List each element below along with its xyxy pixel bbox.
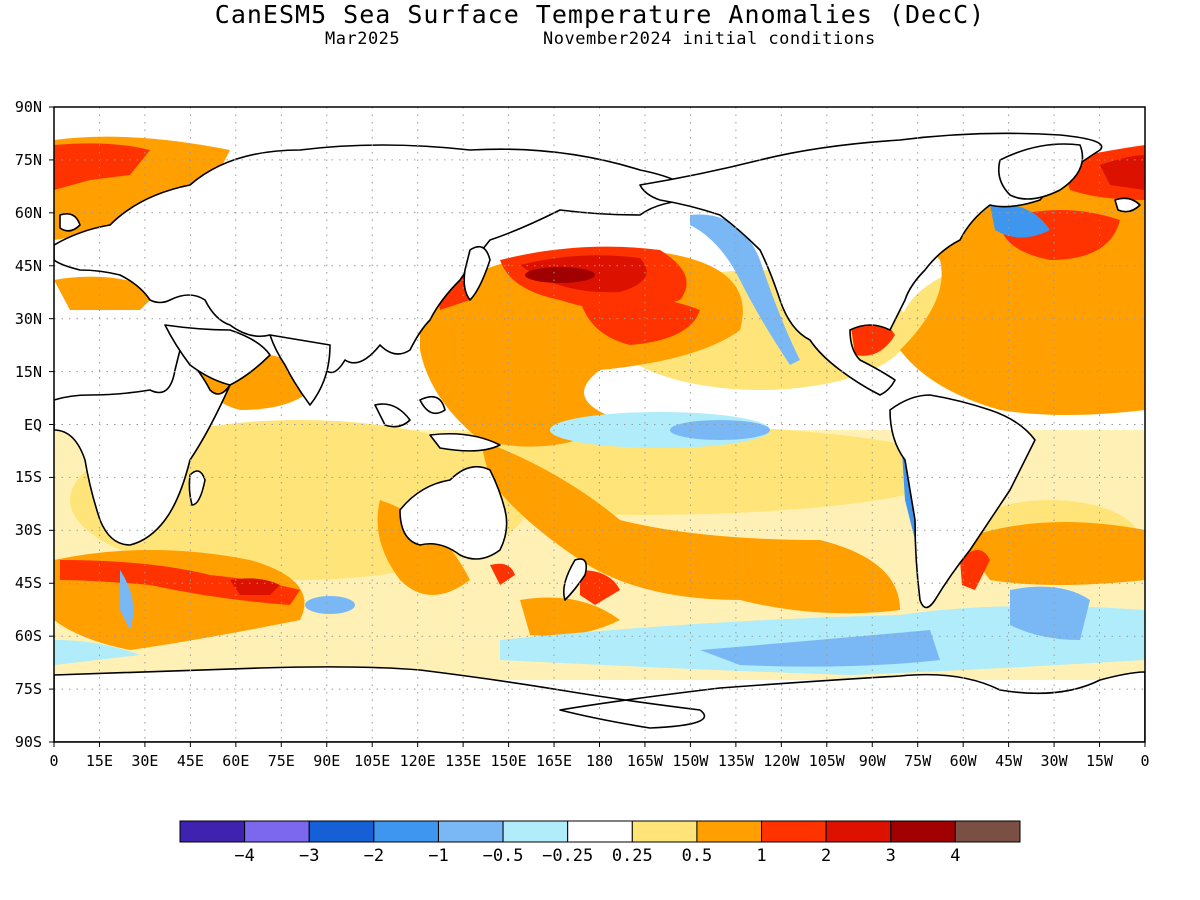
lon-label: 15W xyxy=(1085,752,1114,770)
lat-label: 90N xyxy=(14,98,42,116)
colorbar-segment xyxy=(890,820,956,843)
anomaly-cool xyxy=(54,204,1145,675)
lon-label: 75E xyxy=(267,752,295,770)
lon-label: 30E xyxy=(131,752,159,770)
lon-label: 60W xyxy=(949,752,977,770)
colorbar-segment xyxy=(308,820,375,843)
lon-label: 15E xyxy=(85,752,113,770)
colorbar-label: −0.25 xyxy=(542,846,594,866)
axis-ticks xyxy=(49,106,1146,747)
lat-label: 15S xyxy=(14,468,42,487)
lon-label: 0 xyxy=(1140,752,1150,770)
lon-label: 165E xyxy=(535,752,573,770)
lat-label: 30S xyxy=(14,521,42,540)
lon-label: 120E xyxy=(399,752,436,770)
south-america xyxy=(889,394,1036,609)
lon-label: 180 xyxy=(585,752,614,770)
sst-anomaly-field xyxy=(54,107,1145,742)
lat-label: 30N xyxy=(14,309,42,328)
colorbar-label: −0.5 xyxy=(482,846,524,866)
colorbar-segment xyxy=(954,820,1021,843)
lat-label: 60S xyxy=(14,627,42,646)
lon-label: 45W xyxy=(995,752,1023,770)
initial-conditions: November2024 initial conditions xyxy=(543,29,876,49)
colorbar-segment xyxy=(696,820,763,843)
lon-label: 105W xyxy=(808,752,845,770)
lon-label: 90W xyxy=(858,752,886,770)
colorbar xyxy=(179,820,1021,843)
colorbar-label: −4 xyxy=(234,846,255,866)
lon-label: 90E xyxy=(313,752,341,770)
australia xyxy=(399,465,508,560)
colorbar-segment xyxy=(179,820,246,843)
lon-label: 150W xyxy=(672,752,709,770)
colorbar-label: 1 xyxy=(756,846,767,866)
colorbar-segment xyxy=(761,820,827,843)
lon-label: 165W xyxy=(626,752,664,770)
colorbar-segment xyxy=(437,820,504,843)
forecast-month: Mar2025 xyxy=(325,29,401,49)
lat-label: 45N xyxy=(14,256,42,275)
colorbar-label: 0.5 xyxy=(681,846,713,866)
colorbar-label: 4 xyxy=(950,846,961,866)
colorbar-label: 0.25 xyxy=(611,846,653,866)
colorbar-segment xyxy=(631,820,698,843)
lon-label: 150E xyxy=(490,752,527,770)
lon-label: 75W xyxy=(904,752,932,770)
lat-label: 15N xyxy=(14,362,42,381)
colorbar-segment xyxy=(244,820,310,843)
colorbar-segment xyxy=(502,820,569,843)
map-title: CanESM5 Sea Surface Temperature Anomalie… xyxy=(214,0,986,29)
lon-label: 135E xyxy=(445,752,482,770)
lat-label: 60N xyxy=(14,203,42,222)
lon-label: 30W xyxy=(1040,752,1068,770)
lat-label: 90S xyxy=(14,733,42,751)
eurasia xyxy=(54,144,701,374)
lon-label: 60E xyxy=(222,752,250,770)
lat-label: 45S xyxy=(14,574,42,593)
colorbar-label: −1 xyxy=(428,846,449,866)
colorbar-label: 2 xyxy=(821,846,832,866)
lon-label: 135W xyxy=(717,752,754,770)
lon-label: 45E xyxy=(176,752,204,770)
anomaly-3-4 xyxy=(525,267,595,283)
lon-label: 0 xyxy=(49,752,59,770)
lat-label: 75N xyxy=(14,150,42,169)
colorbar-segment xyxy=(373,820,439,843)
north-america xyxy=(639,132,1103,396)
graticule xyxy=(54,107,1145,742)
lat-label: 75S xyxy=(14,680,42,699)
colorbar-label: −2 xyxy=(363,846,385,866)
colorbar-label: 3 xyxy=(885,846,896,866)
africa xyxy=(54,349,231,546)
colorbar-label: −3 xyxy=(298,846,320,866)
lat-label: EQ xyxy=(23,415,42,434)
lon-label: 105E xyxy=(354,752,391,770)
lon-label: 120W xyxy=(763,752,800,770)
colorbar-segment xyxy=(567,820,633,843)
colorbar-segment xyxy=(825,820,892,843)
